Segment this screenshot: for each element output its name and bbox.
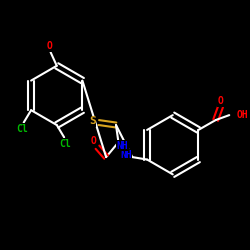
Text: S: S [89, 116, 96, 126]
Text: O: O [46, 41, 52, 51]
Text: NH: NH [116, 141, 128, 151]
Text: Cl: Cl [60, 138, 71, 148]
Text: NH: NH [120, 150, 132, 160]
Text: OH: OH [237, 110, 248, 120]
Text: O: O [91, 136, 97, 146]
Text: Cl: Cl [16, 124, 28, 134]
Text: O: O [218, 96, 224, 106]
